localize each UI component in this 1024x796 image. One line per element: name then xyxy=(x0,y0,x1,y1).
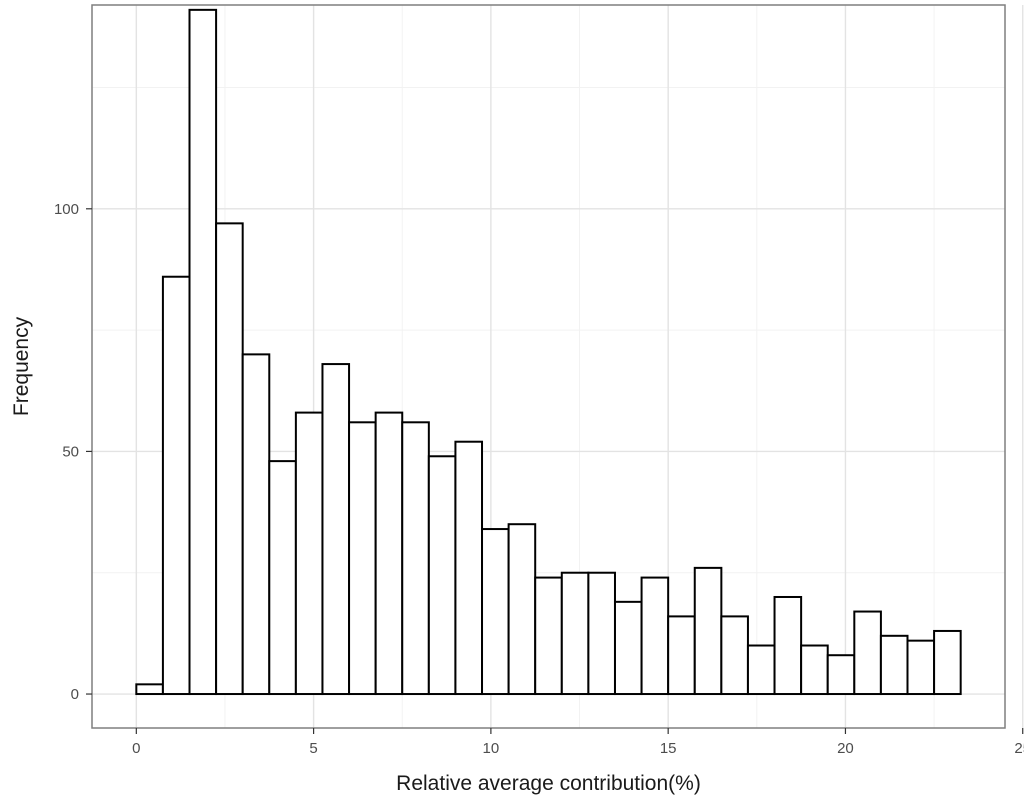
histogram-bar xyxy=(481,528,510,696)
y-tick-label: 50 xyxy=(62,443,79,460)
histogram-bar xyxy=(454,440,484,696)
histogram-bar xyxy=(640,576,670,696)
histogram-bar xyxy=(906,639,936,696)
histogram-bar xyxy=(933,629,962,696)
plot-panel-border xyxy=(91,4,1006,729)
y-tick-label: 0 xyxy=(71,686,79,703)
histogram-bar xyxy=(746,644,776,696)
histogram-bar xyxy=(294,411,324,696)
x-tick-label: 25 xyxy=(1014,740,1024,757)
histogram-bar xyxy=(800,644,829,696)
y-axis-title: Frequency xyxy=(10,316,33,416)
histogram-bar xyxy=(161,275,191,696)
y-axis: 0 50 100 xyxy=(54,201,92,703)
histogram-bar xyxy=(374,411,404,696)
histogram-bar xyxy=(188,8,218,696)
histogram-bar xyxy=(321,363,351,696)
histogram-bar xyxy=(773,595,803,696)
histogram-bar xyxy=(613,600,643,696)
x-tick-label: 5 xyxy=(309,740,317,757)
histogram-bars xyxy=(135,8,962,696)
x-axis: 0 5 10 15 20 25 xyxy=(132,728,1024,757)
histogram-bar xyxy=(720,615,749,696)
histogram-bar xyxy=(693,566,723,696)
histogram-bar xyxy=(215,222,244,696)
histogram-bar xyxy=(587,571,616,696)
histogram-bar xyxy=(853,610,882,696)
minor-gridlines xyxy=(92,5,1005,728)
y-tick-label: 100 xyxy=(54,201,79,218)
histogram-bar xyxy=(560,571,590,696)
histogram-bar xyxy=(135,683,164,696)
histogram-bar xyxy=(534,576,563,696)
x-tick-label: 10 xyxy=(483,740,500,757)
histogram-bar xyxy=(268,460,297,696)
histogram-bar xyxy=(879,634,909,696)
histogram-bar xyxy=(507,523,537,696)
histogram-bar xyxy=(826,654,856,696)
histogram-bar xyxy=(667,615,696,696)
histogram-bar xyxy=(401,421,430,696)
histogram-bar xyxy=(348,421,377,696)
histogram-bar xyxy=(241,353,271,696)
x-tick-label: 15 xyxy=(660,740,677,757)
x-axis-title: Relative average contribution(%) xyxy=(396,772,701,795)
x-tick-label: 20 xyxy=(837,740,854,757)
histogram-bar xyxy=(427,455,457,696)
x-tick-label: 0 xyxy=(132,740,140,757)
